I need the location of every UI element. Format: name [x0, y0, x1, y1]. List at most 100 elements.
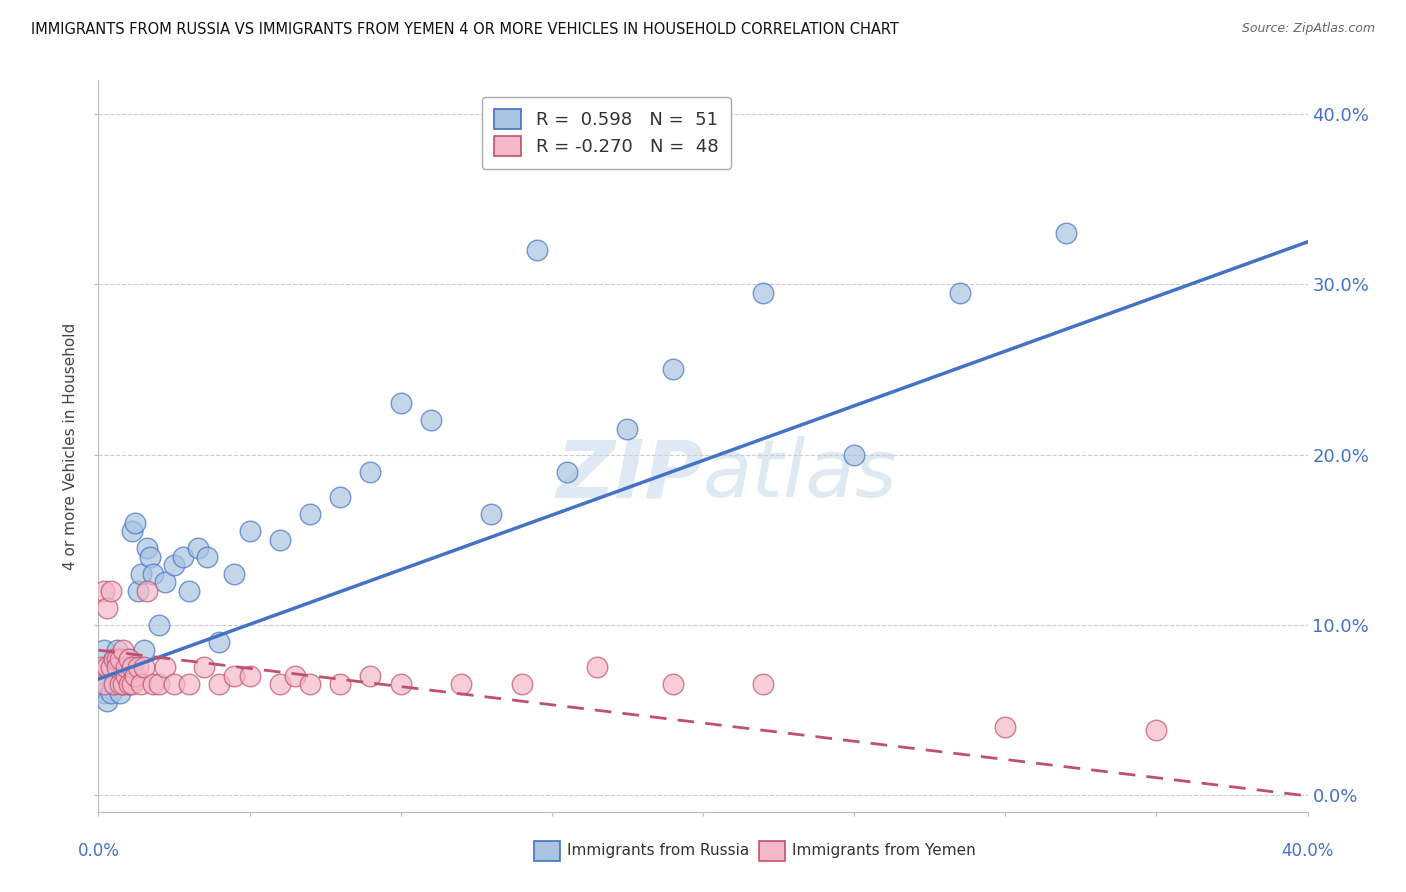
Point: [142, 566, 165, 581]
Point: [103, 677, 125, 691]
Point: [269, 533, 291, 547]
Point: [121, 677, 143, 691]
Point: [153, 575, 176, 590]
Point: [208, 677, 231, 691]
Point: [132, 643, 155, 657]
Point: [111, 643, 134, 657]
Point: [239, 524, 262, 538]
Point: [114, 668, 136, 682]
Point: [93, 677, 115, 691]
Text: Immigrants from Russia: Immigrants from Russia: [567, 844, 749, 858]
Point: [153, 660, 176, 674]
Point: [129, 566, 152, 581]
Point: [96, 694, 118, 708]
Y-axis label: 4 or more Vehicles in Household: 4 or more Vehicles in Household: [63, 322, 79, 570]
Point: [163, 677, 186, 691]
Point: [93, 643, 115, 657]
Point: [93, 583, 115, 598]
Point: [224, 566, 246, 581]
Point: [108, 651, 131, 665]
Point: [127, 660, 149, 674]
Point: [752, 285, 775, 300]
Point: [111, 677, 134, 691]
Point: [389, 396, 412, 410]
Point: [299, 507, 322, 521]
Point: [586, 660, 609, 674]
Point: [148, 617, 170, 632]
Point: [135, 583, 157, 598]
Point: [450, 677, 472, 691]
Point: [148, 677, 170, 691]
Point: [269, 677, 291, 691]
Point: [118, 677, 141, 691]
Text: atlas: atlas: [703, 436, 898, 515]
Point: [329, 677, 352, 691]
Point: [179, 583, 201, 598]
Point: [100, 583, 122, 598]
Text: Immigrants from Yemen: Immigrants from Yemen: [792, 844, 976, 858]
Point: [179, 677, 201, 691]
Point: [555, 465, 578, 479]
Point: [949, 285, 972, 300]
Point: [132, 660, 155, 674]
Point: [1144, 723, 1167, 737]
Point: [329, 490, 352, 504]
Point: [108, 677, 131, 691]
Point: [90, 668, 112, 682]
Point: [752, 677, 775, 691]
Point: [124, 516, 146, 530]
Text: IMMIGRANTS FROM RUSSIA VS IMMIGRANTS FROM YEMEN 4 OR MORE VEHICLES IN HOUSEHOLD : IMMIGRANTS FROM RUSSIA VS IMMIGRANTS FRO…: [31, 22, 898, 37]
Point: [127, 583, 149, 598]
Point: [208, 634, 231, 648]
Point: [172, 549, 194, 564]
Text: 0.0%: 0.0%: [77, 842, 120, 860]
Point: [299, 677, 322, 691]
Text: ZIP: ZIP: [555, 436, 703, 515]
Point: [616, 422, 638, 436]
FancyBboxPatch shape: [759, 841, 785, 861]
Point: [284, 668, 307, 682]
Legend: R =  0.598   N =  51, R = -0.270   N =  48: R = 0.598 N = 51, R = -0.270 N = 48: [481, 96, 731, 169]
Point: [139, 549, 162, 564]
Point: [96, 677, 118, 691]
Text: 40.0%: 40.0%: [1281, 842, 1334, 860]
Point: [108, 686, 131, 700]
Point: [129, 677, 152, 691]
Point: [96, 660, 118, 674]
Point: [100, 660, 122, 674]
Point: [118, 651, 141, 665]
Point: [100, 686, 122, 700]
Point: [844, 448, 866, 462]
Point: [1054, 227, 1077, 241]
Point: [420, 413, 443, 427]
Point: [481, 507, 503, 521]
Point: [105, 660, 128, 674]
Point: [224, 668, 246, 682]
Point: [114, 660, 136, 674]
Text: Source: ZipAtlas.com: Source: ZipAtlas.com: [1241, 22, 1375, 36]
Point: [96, 600, 118, 615]
Point: [661, 677, 683, 691]
Point: [111, 651, 134, 665]
Point: [105, 651, 128, 665]
Point: [103, 677, 125, 691]
Point: [135, 541, 157, 555]
Point: [389, 677, 412, 691]
Point: [118, 677, 141, 691]
Point: [100, 660, 122, 674]
Point: [163, 558, 186, 572]
Point: [108, 660, 131, 674]
Point: [360, 465, 382, 479]
Point: [187, 541, 209, 555]
Point: [103, 651, 125, 665]
Point: [239, 668, 262, 682]
Point: [124, 668, 146, 682]
Point: [661, 362, 683, 376]
Point: [510, 677, 533, 691]
Point: [93, 686, 115, 700]
Point: [121, 660, 143, 674]
Point: [360, 668, 382, 682]
Point: [994, 720, 1017, 734]
Point: [118, 651, 141, 665]
Point: [105, 668, 128, 682]
